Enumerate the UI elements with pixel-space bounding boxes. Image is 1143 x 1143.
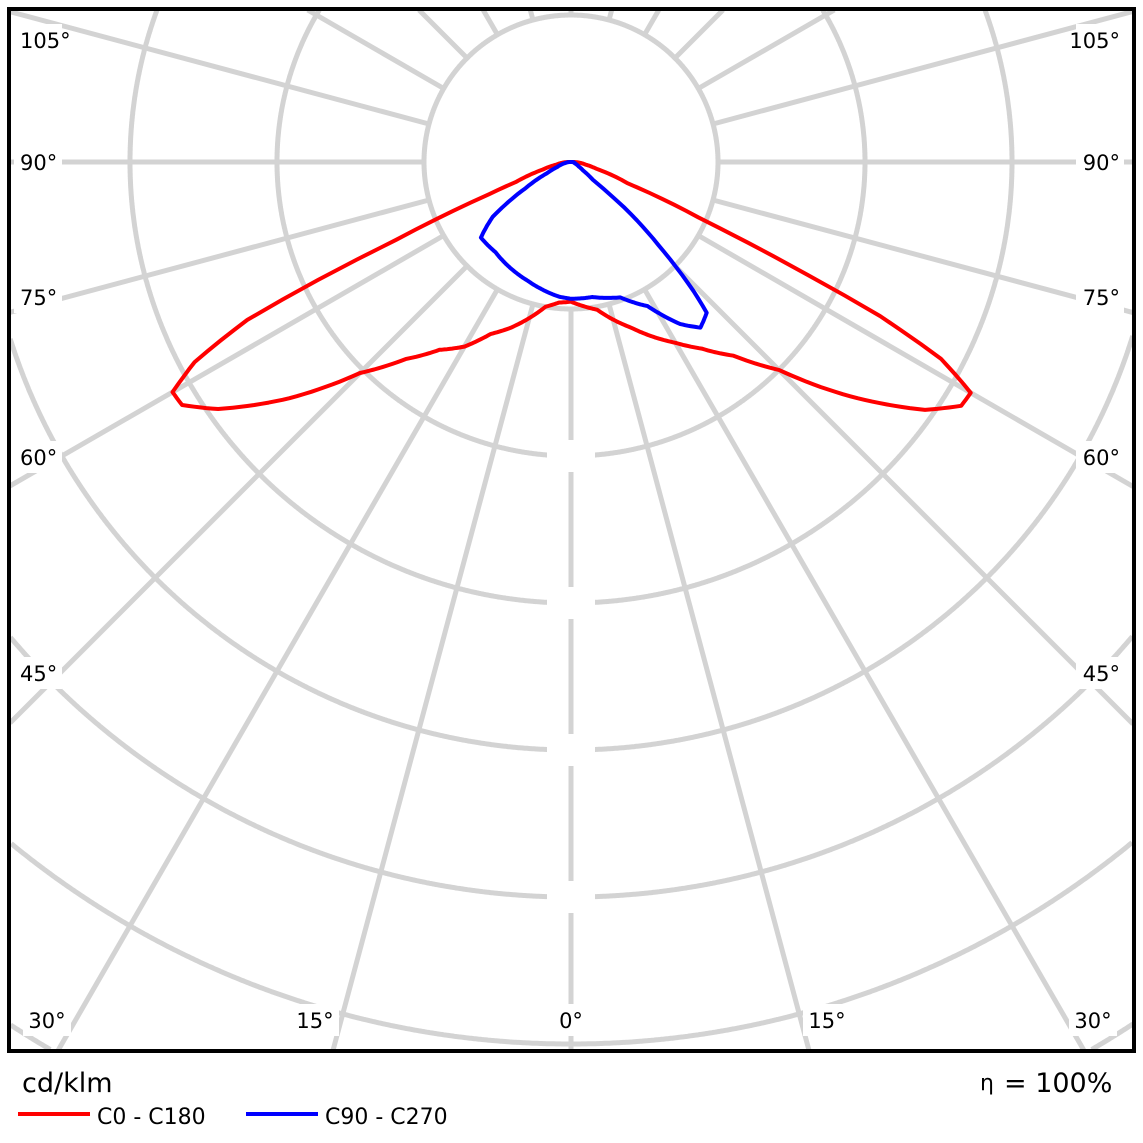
ring-2	[274, 10, 868, 459]
radial-line-315	[10, 264, 469, 725]
radial-line-330	[56, 288, 500, 1050]
legend: C0 - C180 C90 - C270	[18, 1105, 448, 1130]
angle-label-left-bg	[14, 281, 62, 313]
angle-label-right-bg	[1076, 657, 1124, 689]
angle-label-right: 75°	[1083, 286, 1120, 310]
angle-label-bottom: 15°	[808, 1009, 845, 1033]
radial-value-label-box	[547, 587, 595, 619]
radial-line-60	[697, 233, 1133, 489]
radial-line-225	[417, 10, 469, 60]
angle-label-bottom-bg	[803, 1004, 851, 1036]
radial-line-105	[712, 10, 1133, 127]
angle-label-right: 45°	[1083, 662, 1120, 686]
radial-line-285	[10, 197, 430, 315]
radial-line-345	[330, 303, 536, 1050]
ring-3	[127, 10, 1015, 606]
series-curve-c90-c270	[478, 160, 709, 330]
angle-label-left: 105°	[20, 29, 71, 53]
angle-label-bottom: 30°	[1074, 1009, 1111, 1033]
radial-line-165	[606, 10, 615, 21]
angle-label-left: 45°	[20, 662, 57, 686]
radial-line-255	[10, 10, 430, 127]
radial-value-label-box	[547, 440, 595, 472]
angle-label-right-bg	[1076, 24, 1124, 56]
angle-label-left-bg	[14, 657, 62, 689]
radial-line-240	[306, 10, 445, 91]
angle-label-bottom: 0°	[559, 1009, 583, 1033]
ring-6	[10, 840, 1133, 1047]
efficiency-symbol: η	[980, 1071, 994, 1096]
radial-line-15	[606, 303, 812, 1050]
ring-5	[10, 634, 1133, 900]
radial-line-30	[642, 288, 1086, 1050]
angle-label-left: 60°	[20, 446, 57, 470]
angle-label-bottom-bg	[547, 1004, 595, 1036]
angle-label-bottom-bg	[23, 1004, 71, 1036]
angle-label-bottom-bg	[1069, 1004, 1117, 1036]
angle-label-left: 75°	[20, 286, 57, 310]
radial-line-45	[673, 264, 1133, 726]
angle-label-right-bg	[1076, 281, 1124, 313]
angle-label-right-bg	[1076, 441, 1124, 473]
angle-label-right: 105°	[1069, 29, 1120, 53]
radial-line-135	[673, 10, 725, 60]
plot-frame	[7, 7, 1136, 1053]
intensity-curves	[170, 160, 973, 412]
radial-line-195	[527, 10, 536, 21]
angle-label-left-bg	[14, 24, 62, 56]
angle-labels: 105° 105° 90° 90° 75° 75° 60° 60° 45° 45° 30° 15° 0°…	[14, 24, 1124, 1036]
series-curve-c0-c180	[170, 160, 973, 412]
ring-7	[10, 1021, 1133, 1050]
angle-label-bottom-bg	[291, 1004, 339, 1036]
radial-line-75	[712, 197, 1133, 316]
angle-label-bottom: 15°	[296, 1009, 333, 1033]
radial-value-label-box	[547, 881, 595, 913]
legend-label-c0-c180: C0 - C180	[97, 1105, 206, 1130]
unit-label: cd/klm	[22, 1068, 113, 1099]
efficiency-value: = 100%	[1004, 1068, 1112, 1099]
angle-label-right: 60°	[1083, 446, 1120, 470]
angle-label-bottom: 30°	[28, 1009, 65, 1033]
radial-value-label-box	[547, 734, 595, 766]
angle-label-right: 90°	[1083, 151, 1120, 175]
legend-label-c90-c270: C90 - C270	[325, 1105, 448, 1130]
angle-label-left-bg	[14, 146, 62, 178]
radial-line-210	[481, 10, 500, 36]
radial-line-120	[697, 10, 836, 91]
radial-line-150	[642, 10, 661, 36]
polar-grid	[10, 10, 1133, 1050]
angle-label-right-bg	[1076, 146, 1124, 178]
angle-label-left: 90°	[20, 151, 57, 175]
angle-label-left-bg	[14, 441, 62, 473]
radial-line-300	[10, 233, 445, 489]
